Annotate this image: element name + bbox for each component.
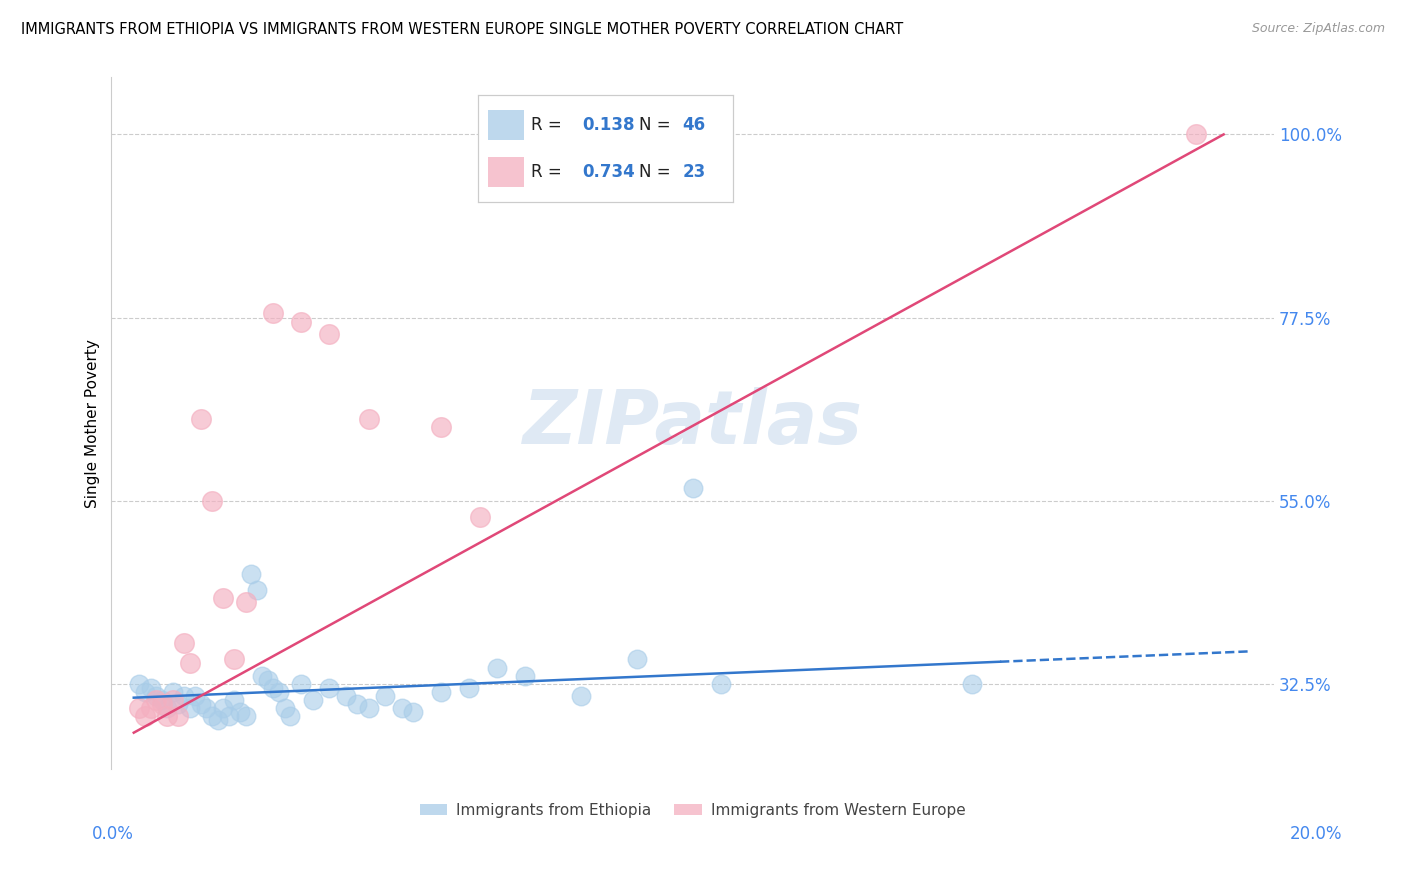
Point <box>224 693 246 707</box>
Point <box>195 701 218 715</box>
Point <box>218 709 240 723</box>
Point <box>402 706 425 720</box>
Legend: Immigrants from Ethiopia, Immigrants from Western Europe: Immigrants from Ethiopia, Immigrants fro… <box>413 797 972 824</box>
Text: ZIPatlas: ZIPatlas <box>523 387 863 460</box>
Point <box>263 681 285 695</box>
Point <box>134 709 156 723</box>
Point <box>235 595 257 609</box>
Point <box>201 709 224 723</box>
Point <box>357 701 380 715</box>
Point <box>318 681 340 695</box>
Point <box>190 412 212 426</box>
Point <box>190 697 212 711</box>
Point <box>173 689 195 703</box>
Point <box>212 701 235 715</box>
Point <box>682 128 704 142</box>
Point <box>391 701 413 715</box>
Point <box>150 697 173 711</box>
Point <box>128 677 150 691</box>
Point <box>513 669 536 683</box>
Point <box>162 685 184 699</box>
Point <box>156 709 179 723</box>
Point <box>184 689 207 703</box>
Point <box>335 689 357 703</box>
Text: 0.0%: 0.0% <box>91 825 134 843</box>
Point <box>357 412 380 426</box>
Point <box>167 697 190 711</box>
Point <box>150 693 173 707</box>
Point <box>201 493 224 508</box>
Point <box>128 701 150 715</box>
Point <box>682 482 704 496</box>
Point <box>229 706 252 720</box>
Point <box>290 677 312 691</box>
Point <box>430 685 453 699</box>
Point <box>346 697 368 711</box>
Point <box>301 693 323 707</box>
Point <box>246 583 269 598</box>
Point <box>458 681 481 695</box>
Point <box>486 660 509 674</box>
Point <box>267 685 290 699</box>
Point <box>134 685 156 699</box>
Point <box>179 657 201 671</box>
Point <box>145 689 167 703</box>
Point <box>273 701 295 715</box>
Text: Source: ZipAtlas.com: Source: ZipAtlas.com <box>1251 22 1385 36</box>
Point <box>167 709 190 723</box>
Point <box>430 420 453 434</box>
Point <box>1184 128 1206 142</box>
Point <box>290 315 312 329</box>
Point <box>224 652 246 666</box>
Point <box>235 709 257 723</box>
Point <box>162 693 184 707</box>
Text: IMMIGRANTS FROM ETHIOPIA VS IMMIGRANTS FROM WESTERN EUROPE SINGLE MOTHER POVERTY: IMMIGRANTS FROM ETHIOPIA VS IMMIGRANTS F… <box>21 22 903 37</box>
Point <box>252 669 274 683</box>
Point <box>179 701 201 715</box>
Point <box>626 652 648 666</box>
Point <box>156 701 179 715</box>
Point <box>212 591 235 606</box>
Point <box>318 326 340 341</box>
Point <box>139 701 162 715</box>
Point <box>470 510 492 524</box>
Point <box>207 714 229 728</box>
Point <box>960 677 983 691</box>
Point <box>139 681 162 695</box>
Y-axis label: Single Mother Poverty: Single Mother Poverty <box>86 339 100 508</box>
Point <box>569 689 592 703</box>
Point <box>240 566 263 581</box>
Point <box>710 677 733 691</box>
Point <box>257 673 280 687</box>
Point <box>145 693 167 707</box>
Point <box>374 689 396 703</box>
Point <box>278 709 301 723</box>
Point <box>263 306 285 320</box>
Text: 20.0%: 20.0% <box>1291 825 1343 843</box>
Point <box>173 636 195 650</box>
